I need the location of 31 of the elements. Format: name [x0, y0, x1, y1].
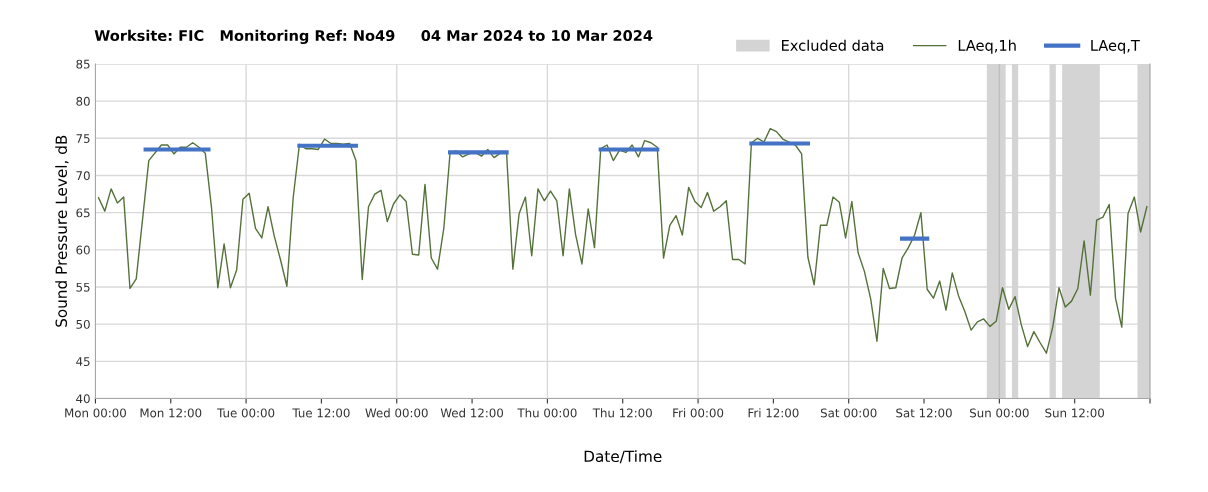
x-tick-label: Sat 00:00	[820, 408, 877, 418]
y-tick-label: 50	[76, 319, 90, 329]
legend-label: LAeq,1h	[958, 39, 1016, 54]
x-tick-label: Fri 00:00	[673, 408, 724, 418]
y-tick-label: 45	[76, 357, 90, 366]
x-tick-label: Thu 12:00	[592, 408, 652, 418]
y-tick-label: 80	[76, 96, 90, 106]
x-tick-label: Sat 12:00	[896, 408, 952, 418]
legend-label: LAeq,T	[1091, 40, 1140, 54]
y-tick-label: 75	[76, 134, 90, 143]
chart-title: Worksite: FIC Monitoring Ref: No49 04 Mar 2024 to 10 Mar 2024	[94, 29, 653, 45]
y-axis-title: Sound Pressure Level, dB	[55, 135, 69, 327]
x-tick-label: Sun 00:00	[970, 408, 1029, 418]
line-series	[97, 127, 1148, 354]
x-tick-label: Mon 12:00	[140, 408, 202, 418]
x-tick-label: Wed 00:00	[365, 408, 428, 418]
x-axis-title: Date/Time	[584, 450, 662, 464]
y-tick-label: 55	[76, 282, 90, 292]
x-tick-label: Thu 00:00	[517, 408, 577, 418]
y-tick-label: 65	[76, 208, 90, 218]
x-tick-label: Mon 00:00	[65, 408, 126, 418]
x-tick-label: Wed 12:00	[440, 408, 504, 418]
y-tick-label: 40	[76, 394, 90, 404]
x-tick-label: Tue 00:00	[217, 408, 275, 418]
y-tick-label: 70	[76, 171, 90, 181]
y-tick-label: 60	[76, 245, 90, 255]
y-tick-label: 85	[76, 59, 90, 69]
legend-label: Excluded data	[782, 39, 884, 51]
x-tick-label: Fri 12:00	[748, 408, 799, 418]
x-tick-label: Tue 12:00	[292, 408, 350, 418]
x-tick-label: Sun 12:00	[1045, 408, 1105, 418]
